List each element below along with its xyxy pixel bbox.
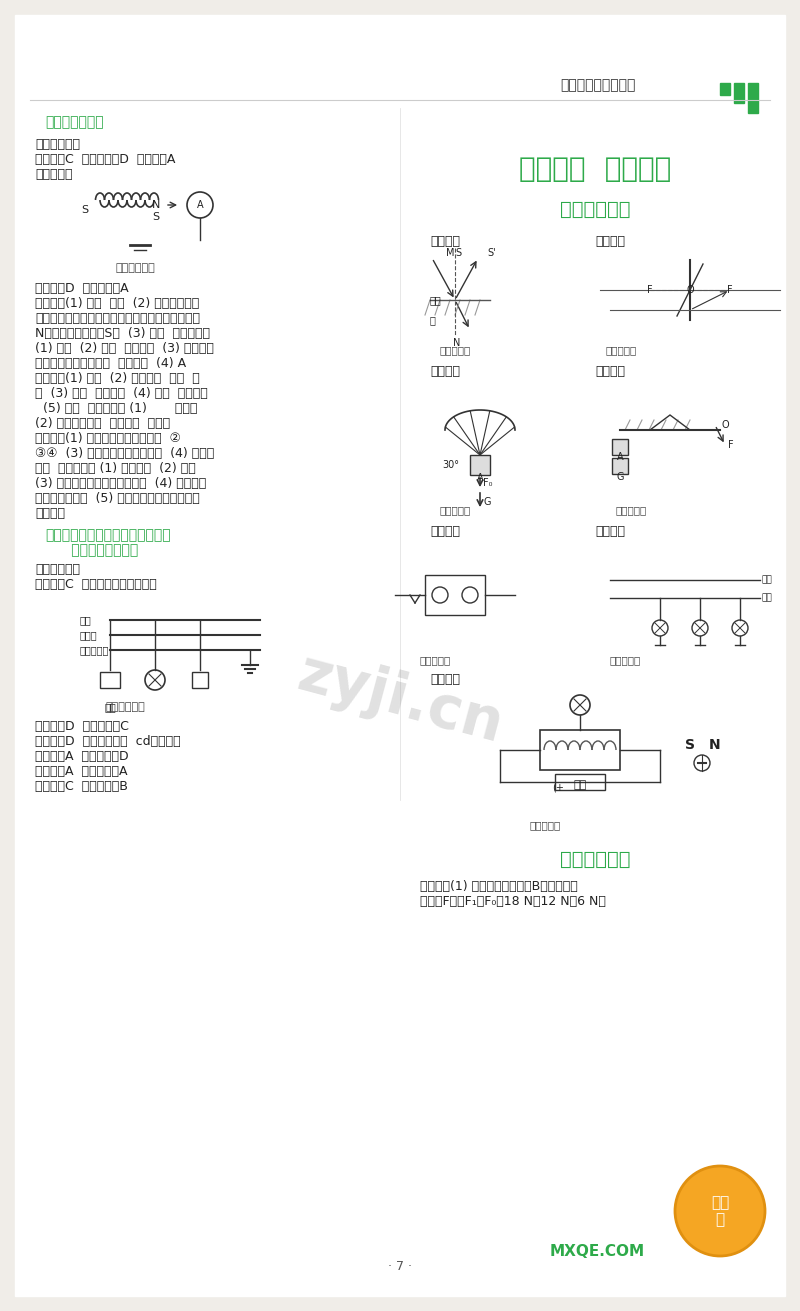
Text: S: S (455, 248, 461, 258)
Text: O: O (686, 284, 694, 295)
Text: 【例６】: 【例６】 (595, 524, 625, 538)
Text: 【例２】D  【变式２】C: 【例２】D 【变式２】C (35, 720, 129, 733)
Text: A: A (477, 473, 483, 482)
Text: 相线: 相线 (80, 615, 92, 625)
Text: N极，指南的一端为S极  (3) 方向  【变式４】: N极，指南的一端为S极 (3) 方向 【变式４】 (35, 326, 210, 340)
Text: S': S' (487, 248, 496, 258)
Text: (3) 导体切割磁感线的速度越大  (4) 易于改变: (3) 导体切割磁感线的速度越大 (4) 易于改变 (35, 477, 206, 490)
Text: O: O (722, 420, 730, 430)
Text: M: M (446, 248, 454, 258)
Bar (720, 83, 730, 94)
Text: N: N (453, 338, 460, 347)
Text: 【例５】(1) 磁场  (2) 静止不动  运动  通: 【例５】(1) 磁场 (2) 静止不动 运动 通 (35, 372, 200, 385)
Text: 例５答案图: 例５答案图 (420, 656, 451, 665)
Text: 【例５】A  【变式５】A: 【例５】A 【变式５】A (35, 766, 127, 777)
Text: 【考点训练】: 【考点训练】 (35, 562, 80, 576)
Text: 保护接地线: 保护接地线 (80, 645, 110, 656)
Text: 【考点训练】: 【考点训练】 (35, 138, 80, 151)
Text: 【例５】: 【例５】 (430, 524, 460, 538)
Text: 答案
卷: 答案 卷 (711, 1194, 729, 1227)
Text: 例２答案图: 例２答案图 (605, 345, 636, 355)
Text: 【例２】: 【例２】 (595, 235, 625, 248)
Text: A: A (197, 201, 203, 210)
Text: 【变式２】: 【变式２】 (35, 168, 73, 181)
Text: 速度相等: 速度相等 (35, 507, 65, 520)
Text: S: S (152, 212, 159, 222)
Text: 开关: 开关 (104, 701, 116, 712)
Bar (612, 458, 628, 475)
Text: S: S (685, 738, 695, 753)
Text: S: S (82, 205, 89, 215)
Text: 例６答案图: 例６答案图 (610, 656, 642, 665)
Text: 【例３】D  【变式３】乙  cd之间断路: 【例３】D 【变式３】乙 cd之间断路 (35, 735, 181, 749)
Text: (1) 磁场  (2) 磁场  条形磁体  (3) 磁场的方: (1) 磁场 (2) 磁场 条形磁体 (3) 磁场的方 (35, 342, 214, 355)
Text: 电  (3) 相反  磁场方向  (4) 相反  电流方向: 电 (3) 相反 磁场方向 (4) 相反 电流方向 (35, 387, 208, 400)
Text: 【例７】: 【例７】 (430, 673, 460, 686)
Text: N: N (709, 738, 721, 753)
Text: （十八）电与磁: （十八）电与磁 (45, 115, 104, 128)
Text: 例３答案图: 例３答案图 (440, 505, 471, 515)
Text: MXQE.COM: MXQE.COM (550, 1244, 645, 1259)
Text: 力为：F浮＝F₁－F₀＝18 N－12 N＝6 N；: 力为：F浮＝F₁－F₀＝18 N－12 N＝6 N； (420, 895, 606, 909)
Bar (425, 576, 485, 615)
Text: 【例１】(1) 根据称重法可得，B没时受到浮: 【例１】(1) 根据称重法可得，B没时受到浮 (420, 880, 578, 893)
Text: A: A (617, 452, 623, 461)
Text: 【例３】: 【例３】 (430, 364, 460, 378)
Text: F: F (727, 284, 733, 295)
Text: ③④  (3) 换一个磁性更强的磁体  (4) 动圈式: ③④ (3) 换一个磁性更强的磁体 (4) 动圈式 (35, 447, 214, 460)
Text: 【例４】A  【变式４】D: 【例４】A 【变式４】D (35, 750, 129, 763)
Text: 能源与可持续发展: 能源与可持续发展 (45, 543, 138, 557)
Bar (748, 83, 758, 113)
Text: 【例１】C  【变式１】D  【例２】A: 【例１】C 【变式１】D 【例２】A (35, 153, 175, 166)
Text: 例４答案图: 例４答案图 (615, 505, 646, 515)
Text: 例７答案图: 例７答案图 (530, 819, 562, 830)
Bar (540, 730, 620, 770)
Text: N: N (152, 201, 160, 210)
Text: · 7 ·: · 7 · (388, 1260, 412, 1273)
Text: zyji.cn: zyji.cn (291, 645, 509, 755)
Text: 磁体的磁性强弱  (5) 难以控制每次移动线框的: 磁体的磁性强弱 (5) 难以控制每次移动线框的 (35, 492, 200, 505)
Text: 变式１答案图: 变式１答案图 (105, 701, 145, 712)
Text: 【例６】(1) 电流表的指针是否偏转  ②: 【例６】(1) 电流表的指针是否偏转 ② (35, 433, 181, 444)
Text: 【例６】C  【变式６】B: 【例６】C 【变式６】B (35, 780, 128, 793)
Text: G: G (616, 472, 624, 482)
Bar (470, 455, 490, 475)
Circle shape (675, 1165, 765, 1256)
Text: 变式２答案图: 变式２答案图 (115, 264, 154, 273)
Text: (2) 不在同一直线  电流方向  机械能: (2) 不在同一直线 电流方向 机械能 (35, 417, 170, 430)
Text: 一、作图专题: 一、作图专题 (560, 201, 630, 219)
Text: (5) 不能  【变式５】 (1)       电动机: (5) 不能 【变式５】 (1) 电动机 (35, 402, 198, 416)
Text: （十九）生活用电、信息的传送、: （十九）生活用电、信息的传送、 (45, 528, 170, 541)
Text: 二、计算专题: 二、计算专题 (560, 850, 630, 869)
Text: 中性线: 中性线 (80, 631, 98, 640)
Text: 30°: 30° (442, 460, 459, 471)
Bar (192, 673, 208, 688)
Text: 参考答案和部分解析: 参考答案和部分解析 (560, 77, 635, 92)
Text: 零线: 零线 (762, 594, 773, 603)
Bar (100, 673, 120, 688)
Text: F: F (728, 440, 734, 450)
Text: G: G (483, 497, 490, 507)
Text: F₀: F₀ (483, 479, 493, 488)
Text: 【例４】(1) 轻敲  条形  (2) 将小磁针水平: 【例４】(1) 轻敲 条形 (2) 将小磁针水平 (35, 298, 199, 309)
Text: 电源: 电源 (574, 780, 586, 791)
Text: 【例１】: 【例１】 (430, 235, 460, 248)
Text: 水: 水 (430, 315, 436, 325)
Text: 空气: 空气 (430, 295, 442, 305)
Text: 放置在水平桌面上，待其静止时，指向北的一端为: 放置在水平桌面上，待其静止时，指向北的一端为 (35, 312, 200, 325)
Text: 【例４】: 【例４】 (595, 364, 625, 378)
Text: 例１答案图: 例１答案图 (440, 345, 471, 355)
Text: 【例１】C  【变式１】如图所示：: 【例１】C 【变式１】如图所示： (35, 578, 157, 591)
Text: (+: (+ (552, 781, 564, 792)
Bar (555, 773, 605, 791)
Text: 向和电流方向是否有关  安培定则  (4) A: 向和电流方向是否有关 安培定则 (4) A (35, 357, 186, 370)
Text: 第二阶段  专题复习: 第二阶段 专题复习 (519, 155, 671, 184)
Text: 话筒  【变式６】 (1) 磁性越弱  (2) 磁性: 话筒 【变式６】 (1) 磁性越弱 (2) 磁性 (35, 461, 196, 475)
Text: 【例３】D  【变式３】A: 【例３】D 【变式３】A (35, 282, 129, 295)
Bar (734, 83, 744, 104)
Text: F: F (647, 284, 653, 295)
Text: 火线: 火线 (762, 576, 773, 585)
Bar (612, 439, 628, 455)
